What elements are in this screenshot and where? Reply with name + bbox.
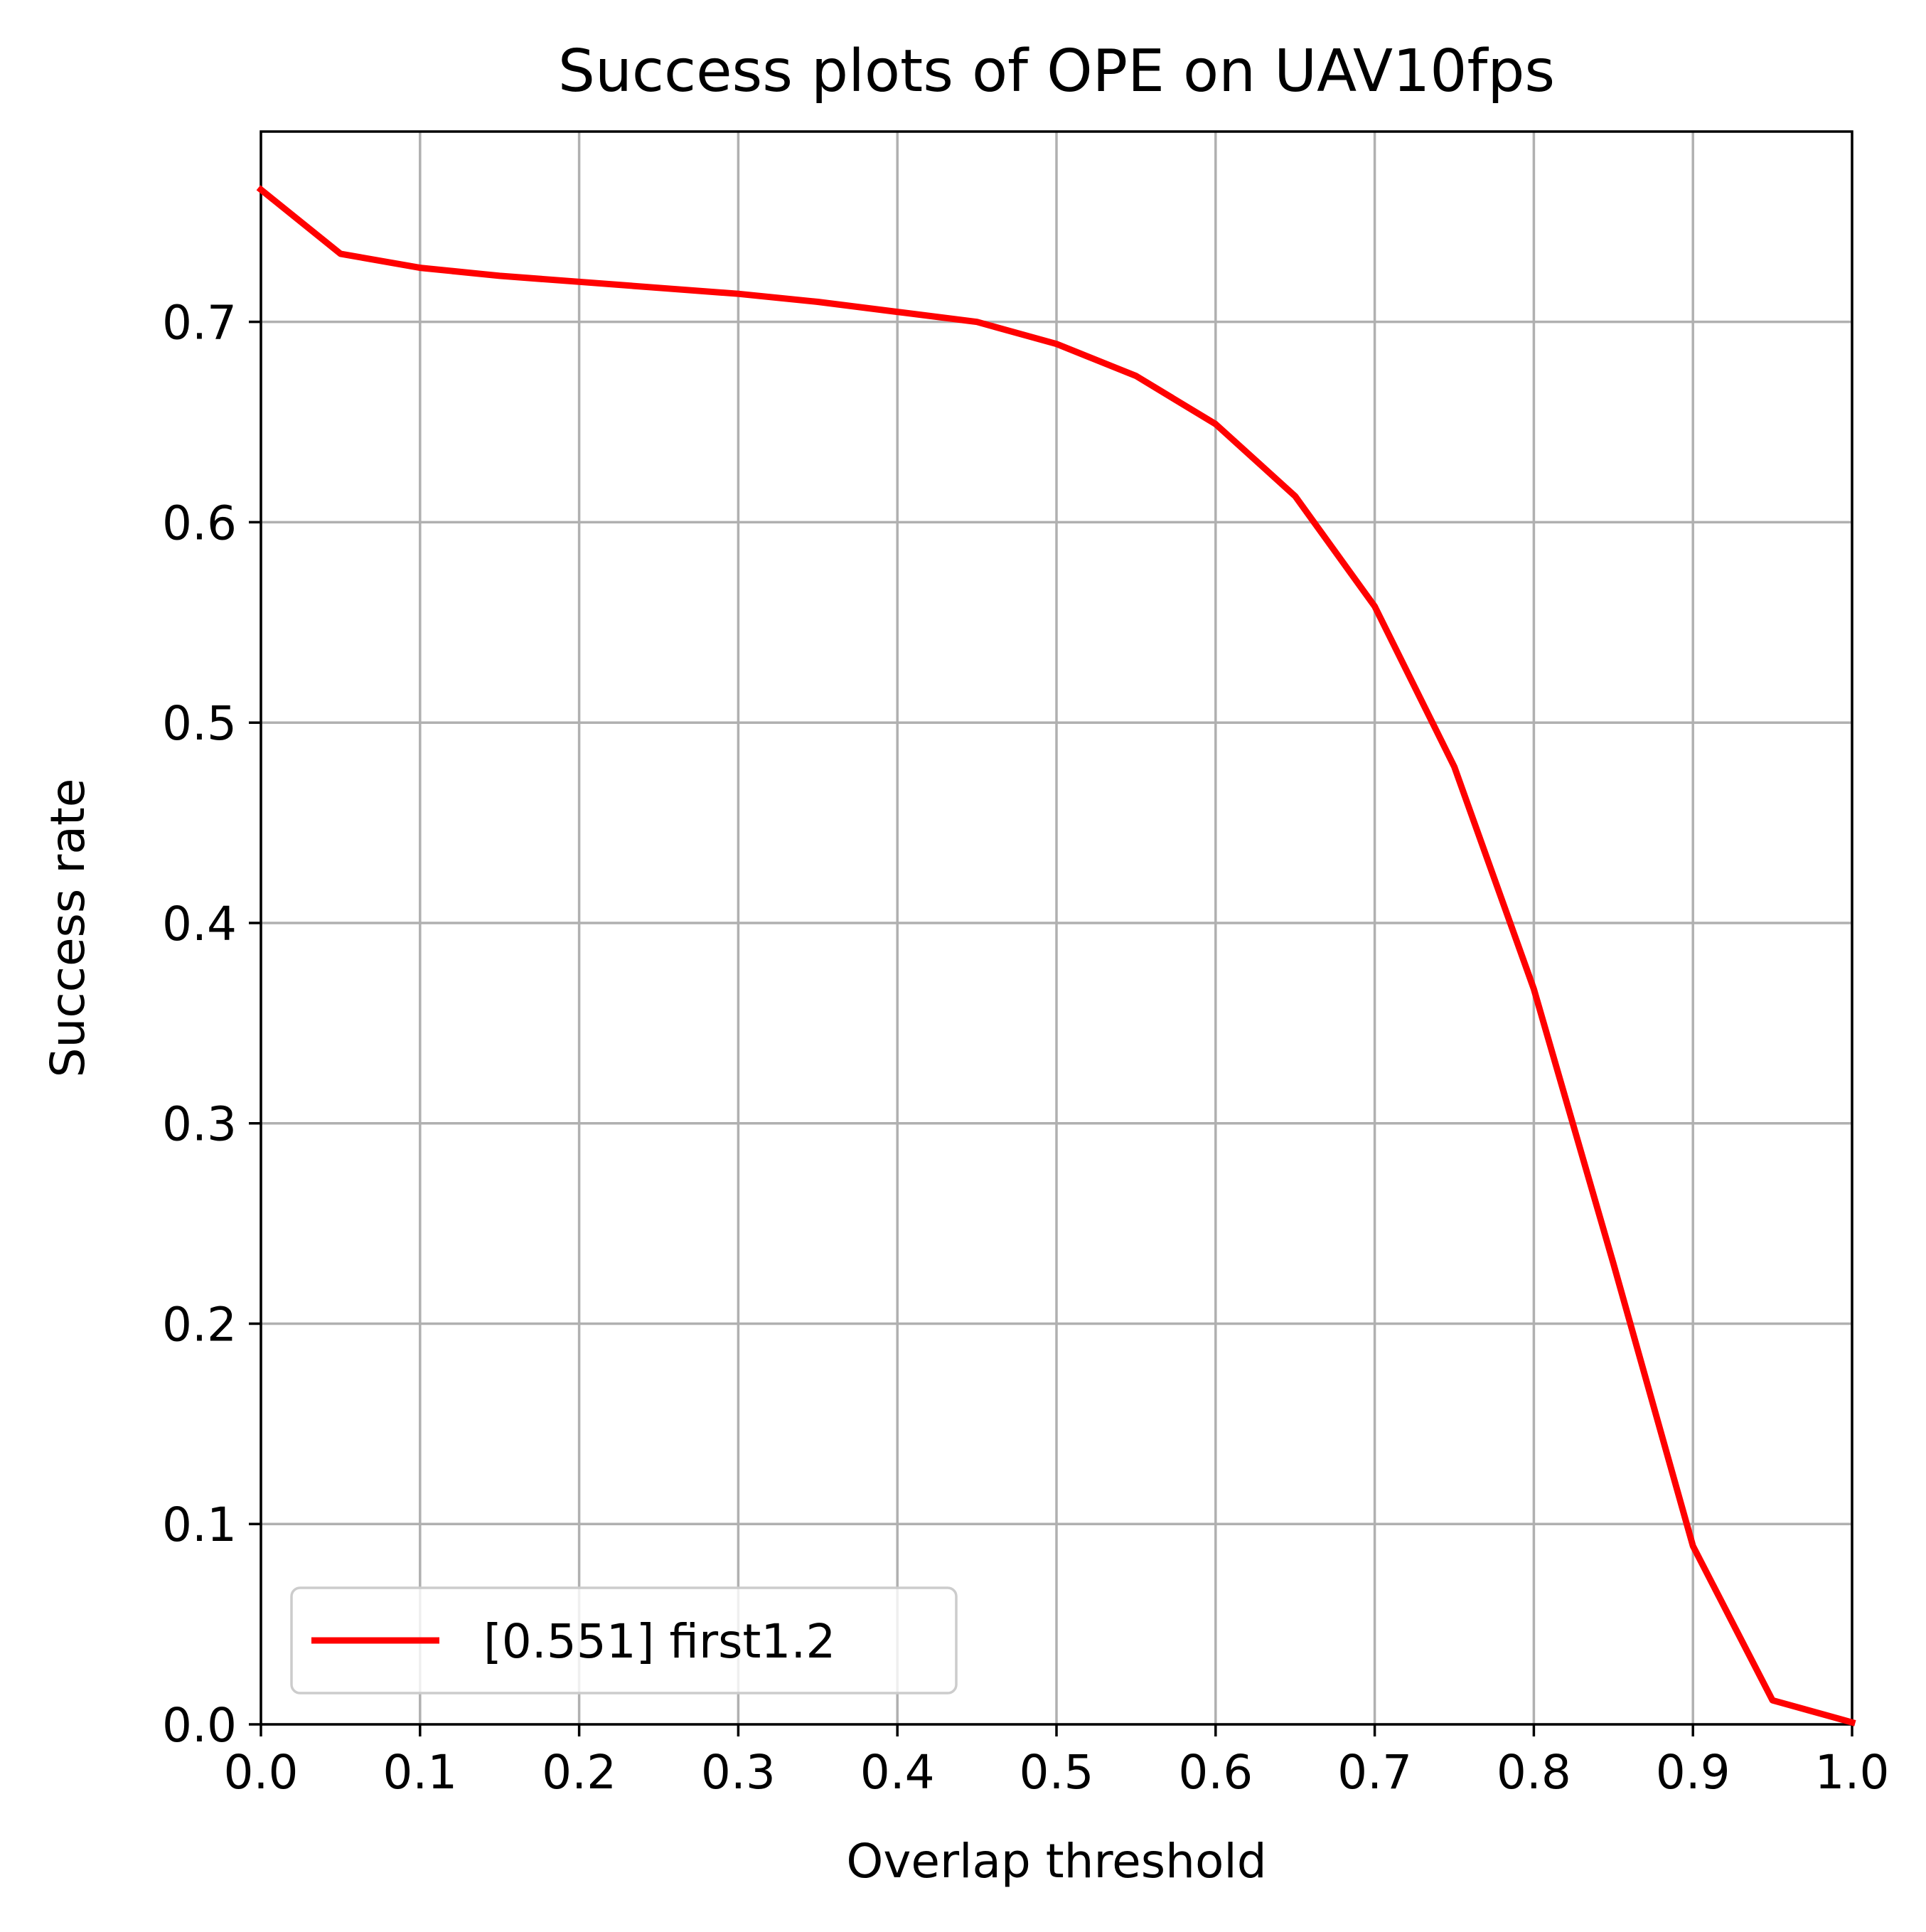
x-tick-label: 0.9 (1656, 1745, 1730, 1800)
x-tick-label: 0.2 (542, 1745, 616, 1800)
x-tick-label: 0.8 (1497, 1745, 1571, 1800)
x-tick-label: 0.3 (701, 1745, 776, 1800)
chart-title: Success plots of OPE on UAV10fps (558, 38, 1555, 105)
grid (260, 132, 1853, 1726)
series-line-0 (256, 185, 1856, 1726)
x-tick-label: 0.1 (382, 1745, 457, 1800)
legend-box (290, 1586, 958, 1694)
legend-entry-label: [0.551] first1.2 (483, 1614, 835, 1669)
series-layer (256, 185, 1856, 1726)
x-tick-label: 0.7 (1337, 1745, 1412, 1800)
y-tick-label: 0.3 (162, 1097, 237, 1152)
y-tick-label: 0.5 (162, 696, 237, 751)
y-tick-label: 0.4 (162, 897, 237, 951)
x-tick-label: 1.0 (1815, 1745, 1890, 1800)
y-tick-label: 0.7 (162, 296, 237, 351)
x-tick-label: 0.6 (1178, 1745, 1253, 1800)
x-tick-label: 0.5 (1020, 1745, 1094, 1800)
axis-ticks: 0.0 0.1 0.2 0.3 0.4 0.5 0.6 0.7 0.8 0.9 1.0 0.0 0.1 0… (162, 296, 1889, 1800)
y-tick-label: 0.1 (162, 1498, 237, 1552)
y-tick-label: 0.6 (162, 496, 237, 550)
y-tick-label: 0.2 (162, 1297, 237, 1352)
x-tick-label: 0.0 (224, 1745, 299, 1800)
y-tick-label: 0.0 (162, 1698, 237, 1753)
y-axis-label: Success rate (41, 779, 95, 1078)
x-tick-label: 0.4 (860, 1745, 935, 1800)
x-axis-label: Overlap threshold (846, 1834, 1266, 1889)
legend: [0.551] first1.2 (290, 1586, 958, 1694)
